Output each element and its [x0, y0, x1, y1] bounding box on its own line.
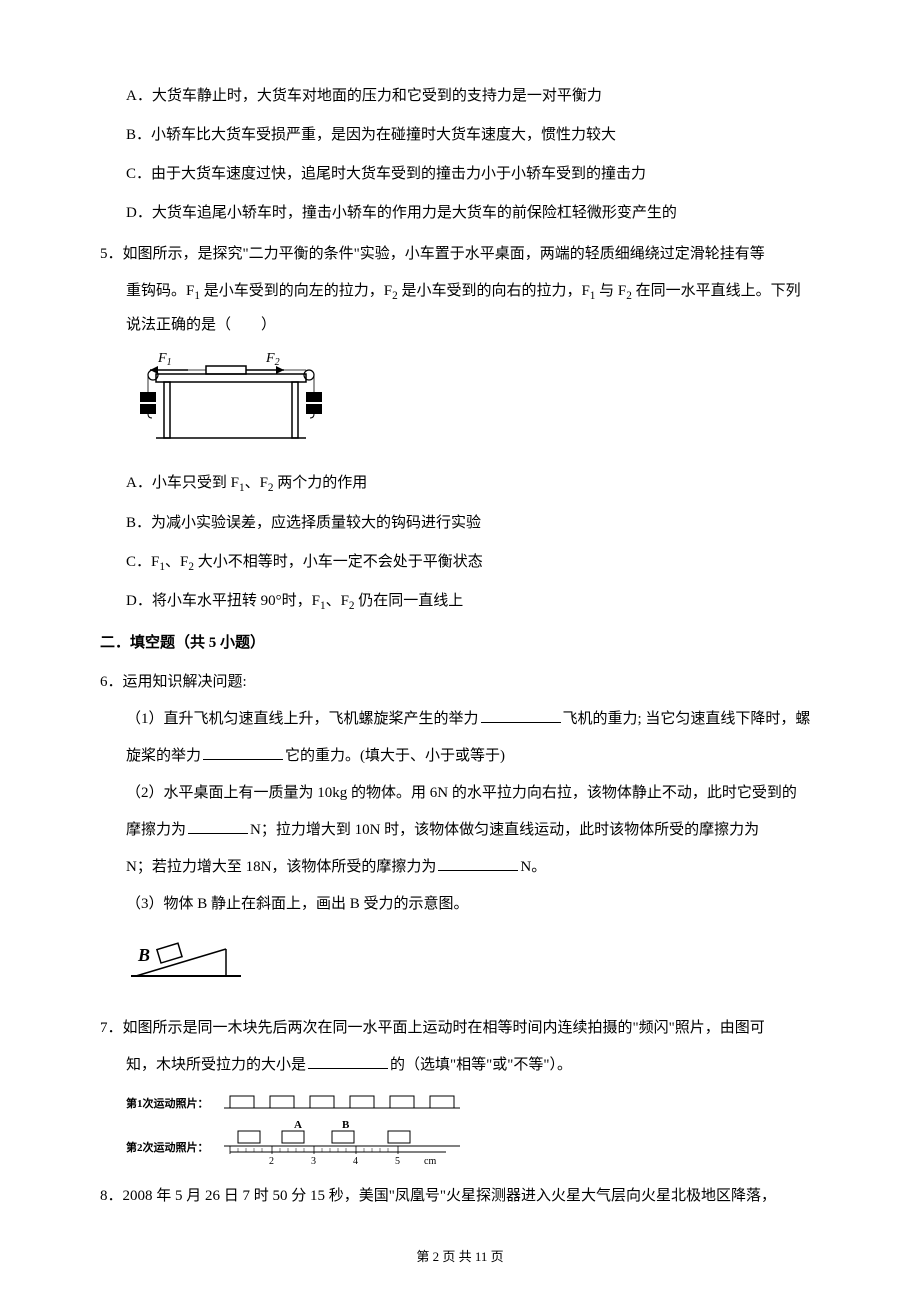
q5-option-B: B．为减小实验误差，应选择质量较大的钩码进行实验: [100, 507, 820, 540]
q5-C-a: C．F: [126, 554, 159, 570]
q5-A-a: A．小车只受到 F: [126, 475, 239, 491]
q6-s2e: N。: [520, 859, 546, 875]
question-6: 6．运用知识解决问题: （1）直升飞机匀速直线上升，飞机螺旋桨产生的举力 飞机的重…: [100, 666, 820, 1004]
question-4-options: A．大货车静止时，大货车对地面的压力和它受到的支持力是一对平衡力 B．小轿车比大…: [100, 80, 820, 230]
q7-stem-a: 如图所示是同一木块先后两次在同一水平面上运动时在相等时间内连续拍摄的"频闪"照片…: [123, 1020, 765, 1036]
q5-A-b: 、F: [245, 475, 268, 491]
blank: [188, 819, 248, 834]
q4-option-A: A．大货车静止时，大货车对地面的压力和它受到的支持力是一对平衡力: [100, 80, 820, 113]
q5-option-A: A．小车只受到 F1、F2 两个力的作用: [100, 467, 820, 501]
q7-fig-B: B: [342, 1119, 350, 1131]
q6-number: 6．: [100, 674, 123, 690]
q6-s1c: 旋桨的举力: [126, 748, 201, 764]
q7-tick-3: 3: [311, 1156, 316, 1167]
q5-fig-F2: F: [265, 351, 275, 366]
question-8: 8．2008 年 5 月 26 日 7 时 50 分 15 秒，美国"凤凰号"火…: [100, 1180, 820, 1213]
question-7: 7．如图所示是同一木块先后两次在同一水平面上运动时在相等时间内连续拍摄的"频闪"…: [100, 1012, 820, 1170]
q7-stem-b: 知，木块所受拉力的大小是 的（选填"相等"或"不等"）。: [126, 1049, 820, 1082]
q5-C-c: 大小不相等时，小车一定不会处于平衡状态: [194, 554, 483, 570]
blank: [203, 745, 283, 760]
q7-stem: 7．如图所示是同一木块先后两次在同一水平面上运动时在相等时间内连续拍摄的"频闪"…: [100, 1012, 820, 1045]
q8-stem: 8．2008 年 5 月 26 日 7 时 50 分 15 秒，美国"凤凰号"火…: [100, 1180, 820, 1213]
q7-sc: 的（选填"相等"或"不等"）。: [390, 1057, 572, 1073]
q6-s1a: （1）直升飞机匀速直线上升，飞机螺旋桨产生的举力: [126, 711, 479, 727]
section-2-title: 二．填空题（共 5 小题）: [100, 627, 820, 660]
q6-s2d: N；若拉力增大至 18N，该物体所受的摩擦力为: [126, 859, 436, 875]
q6-s2c: N；拉力增大到 10N 时，该物体做匀速直线运动，此时该物体所受的摩擦力为: [250, 822, 759, 838]
q7-figure: 第1次运动照片： 第2次运动照片： A B: [126, 1088, 466, 1170]
page-footer: 第 2 页 共 11 页: [0, 1243, 920, 1272]
q6-sub2a: （2）水平桌面上有一质量为 10kg 的物体。用 6N 的水平拉力向右拉，该物体…: [126, 777, 820, 810]
q7-tick-4: 4: [353, 1156, 358, 1167]
q4-option-C: C．由于大货车速度过快，追尾时大货车受到的撞击力小于小轿车受到的撞击力: [100, 158, 820, 191]
q5-number: 5．: [100, 246, 123, 262]
q5-D-b: 、F: [326, 593, 349, 609]
q5-l2b: 是小车受到的向左的拉力，F: [200, 283, 392, 299]
q6-s1d: 它的重力。(填大于、小于或等于): [285, 748, 505, 764]
q6-sub2c: N；若拉力增大至 18N，该物体所受的摩擦力为 N。: [126, 851, 820, 884]
q4-option-B: B．小轿车比大货车受损严重，是因为在碰撞时大货车速度大，惯性力较大: [100, 119, 820, 152]
q5-l2c: 是小车受到的向右的拉力，F: [398, 283, 590, 299]
q6-figure: B: [126, 931, 246, 981]
q6-sub3: （3）物体 B 静止在斜面上，画出 B 受力的示意图。: [126, 888, 820, 921]
q5-A-c: 两个力的作用: [274, 475, 368, 491]
svg-text:F2: F2: [265, 351, 280, 368]
q7-unit: cm: [424, 1156, 436, 1167]
q6-s2b: 摩擦力为: [126, 822, 186, 838]
q8-stem-text: 2008 年 5 月 26 日 7 时 50 分 15 秒，美国"凤凰号"火星探…: [123, 1188, 777, 1204]
q5-D-c: 仍在同一直线上: [355, 593, 464, 609]
q5-option-D: D．将小车水平扭转 90°时，F1、F2 仍在同一直线上: [100, 585, 820, 619]
q6-stem: 6．运用知识解决问题:: [100, 666, 820, 699]
q5-C-b: 、F: [165, 554, 188, 570]
q6-sub1b: 旋桨的举力 它的重力。(填大于、小于或等于): [126, 740, 820, 773]
q5-stem-line1: 如图所示，是探究"二力平衡的条件"实验，小车置于水平桌面，两端的轻质细绳绕过定滑…: [123, 246, 765, 262]
q6-s1b: 飞机的重力; 当它匀速直线下降时，螺: [563, 711, 811, 727]
q4-option-D: D．大货车追尾小轿车时，撞击小轿车的作用力是大货车的前保险杠轻微形变产生的: [100, 197, 820, 230]
svg-text:F1: F1: [157, 351, 172, 368]
q6-fig-B-label: B: [137, 945, 150, 965]
q5-l2e: 在同一水平直线上。下列: [632, 283, 801, 299]
blank: [438, 856, 518, 871]
q6-sub1: （1）直升飞机匀速直线上升，飞机螺旋桨产生的举力 飞机的重力; 当它匀速直线下降时…: [126, 703, 820, 736]
q6-stem-text: 运用知识解决问题:: [123, 674, 247, 690]
q7-tick-2: 2: [269, 1156, 274, 1167]
q8-number: 8．: [100, 1188, 123, 1204]
q5-stem: 5．如图所示，是探究"二力平衡的条件"实验，小车置于水平桌面，两端的轻质细绳绕过…: [100, 238, 820, 271]
blank: [481, 708, 561, 723]
q5-l2d: 与 F: [595, 283, 626, 299]
q7-number: 7．: [100, 1020, 123, 1036]
q5-D-a: D．将小车水平扭转 90°时，F: [126, 593, 320, 609]
blank: [308, 1054, 388, 1069]
q6-sub2b: 摩擦力为 N；拉力增大到 10N 时，该物体做匀速直线运动，此时该物体所受的摩擦力…: [126, 814, 820, 847]
q5-option-C: C．F1、F2 大小不相等时，小车一定不会处于平衡状态: [100, 546, 820, 580]
q5-figure: F1 F2: [126, 348, 336, 448]
q5-stem-line2: 重钩码。F1 是小车受到的向左的拉力，F2 是小车受到的向右的拉力，F1 与 F…: [126, 275, 820, 309]
q5-stem-line3: 说法正确的是（ ）: [126, 309, 820, 342]
q5-fig-F1: F: [157, 351, 167, 366]
q7-tick-5: 5: [395, 1156, 400, 1167]
question-5: 5．如图所示，是探究"二力平衡的条件"实验，小车置于水平桌面，两端的轻质细绳绕过…: [100, 238, 820, 619]
q7-fig-A: A: [294, 1119, 302, 1131]
q5-l2a: 重钩码。F: [126, 283, 194, 299]
q7-sb: 知，木块所受拉力的大小是: [126, 1057, 306, 1073]
